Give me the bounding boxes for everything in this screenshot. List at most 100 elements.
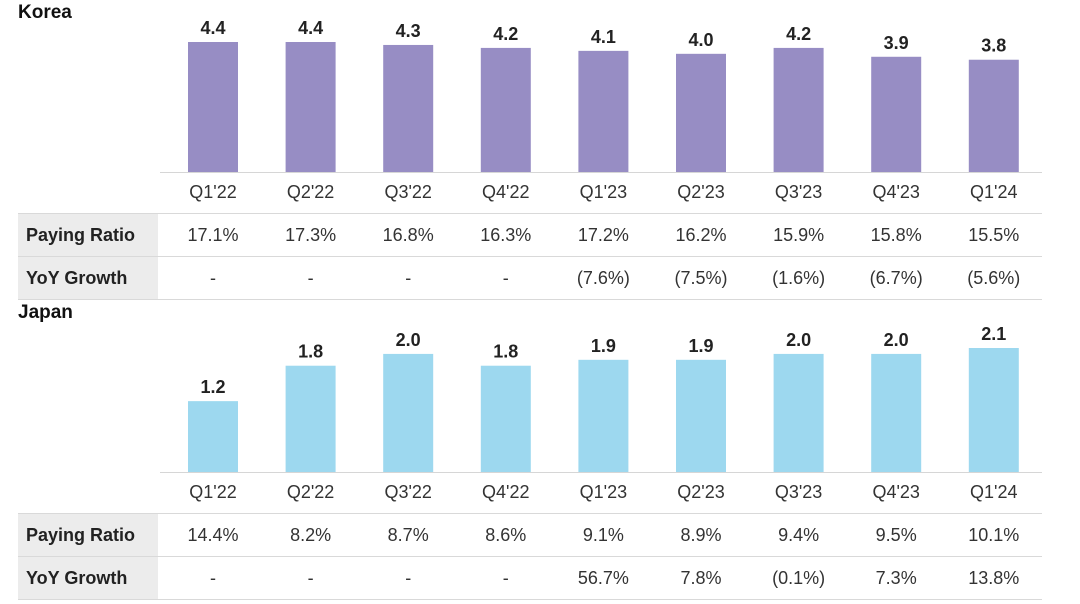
japan-bar-chart: 1.2 Q1'22 1.8 Q2'22 2.0 Q3'22 1.8 Q4'22 1.9 Q1'23… <box>160 324 1042 502</box>
bar-Q1'23 <box>578 359 629 472</box>
korea-bar-chart: 4.4 Q1'22 4.4 Q2'22 4.3 Q3'22 4.2 Q4'22 4.1 Q1'23… <box>160 18 1042 202</box>
table-cell: 17.3% <box>285 224 337 245</box>
row-label: Paying Ratio <box>18 214 158 256</box>
table-cell: - <box>210 267 216 288</box>
data-label: 4.2 <box>786 24 811 44</box>
x-tick-label: Q1'22 <box>189 482 236 502</box>
bar-Q4'23 <box>871 56 922 172</box>
x-tick-label: Q2'22 <box>287 482 334 502</box>
bar-Q2'22 <box>285 365 336 472</box>
table-cell: (5.6%) <box>967 267 1021 288</box>
bar-Q3'23 <box>773 47 824 173</box>
table-cell: 8.7% <box>387 524 429 545</box>
x-tick-label: Q2'22 <box>287 182 334 202</box>
x-tick-label: Q1'23 <box>580 482 627 502</box>
table-cell: 9.5% <box>875 524 917 545</box>
table-cell: - <box>405 567 412 588</box>
data-label: 2.0 <box>884 330 909 350</box>
data-label: 4.0 <box>688 30 713 50</box>
table-cell: 8.2% <box>290 524 332 545</box>
x-tick-label: Q1'22 <box>189 182 236 202</box>
table-cell: 56.7% <box>577 567 629 588</box>
table-cell: (0.1%) <box>772 567 826 588</box>
bar-Q2'22 <box>285 42 336 172</box>
data-label: 2.0 <box>396 330 421 350</box>
korea-yoy-growth-row: YoY Growth - - - - (7.6%) (7.5%) (1.6%) (6.7%) (… <box>18 256 1042 300</box>
data-label: 1.8 <box>493 342 518 362</box>
row-label: YoY Growth <box>18 557 158 599</box>
data-label: 4.1 <box>591 27 616 47</box>
table-cell: (7.5%) <box>674 267 728 288</box>
table-cell: 8.9% <box>680 524 722 545</box>
data-label: 1.8 <box>298 342 323 362</box>
table-cell: (7.6%) <box>576 267 630 288</box>
row-label: Paying Ratio <box>18 514 158 556</box>
bar-Q4'22 <box>480 365 531 472</box>
x-tick-label: Q3'22 <box>384 182 431 202</box>
x-tick-label: Q1'24 <box>970 182 1017 202</box>
table-cell: 15.9% <box>773 224 825 245</box>
x-tick-label: Q1'24 <box>970 482 1017 502</box>
table-cell: 17.2% <box>577 224 629 245</box>
table-cell: - <box>307 267 314 288</box>
x-tick-label: Q3'22 <box>384 482 431 502</box>
data-label: 4.4 <box>298 18 323 38</box>
korea-panel: Korea 4.4 Q1'22 4.4 Q2'22 4.3 Q3'22 4.2 Q4'22 4.… <box>0 0 1080 300</box>
table-cell: - <box>502 267 509 288</box>
table-cell: (6.7%) <box>869 267 923 288</box>
data-label: 1.2 <box>200 377 225 397</box>
bar-Q2'23 <box>676 53 726 173</box>
data-label: 4.2 <box>493 24 518 44</box>
x-tick-label: Q1'23 <box>580 182 627 202</box>
bar-Q2'23 <box>676 359 726 472</box>
table-cell: (1.6%) <box>772 267 826 288</box>
table-cell: - <box>502 567 509 588</box>
x-tick-label: Q3'23 <box>775 482 822 502</box>
x-tick-label: Q4'22 <box>482 482 529 502</box>
bar-Q3'22 <box>383 44 434 172</box>
japan-paying-ratio-row: Paying Ratio 14.4% 8.2% 8.7% 8.6% 9.1% 8.9% 9.… <box>18 513 1042 556</box>
table-cell: 17.1% <box>187 224 239 245</box>
x-tick-label: Q2'23 <box>677 482 724 502</box>
data-label: 4.3 <box>396 21 421 41</box>
bar-Q3'22 <box>383 353 434 472</box>
table-cell: 8.6% <box>485 524 527 545</box>
bar-Q1'22 <box>188 401 238 472</box>
korea-title: Korea <box>18 2 72 23</box>
table-cell: - <box>210 567 216 588</box>
data-label: 3.8 <box>981 36 1006 56</box>
table-cell: 10.1% <box>968 524 1020 545</box>
japan-title: Japan <box>18 302 73 323</box>
x-tick-label: Q4'23 <box>872 482 919 502</box>
data-label: 2.1 <box>981 324 1006 344</box>
data-label: 3.9 <box>884 33 909 53</box>
x-tick-label: Q4'22 <box>482 182 529 202</box>
table-cell: 16.3% <box>480 224 532 245</box>
table-cell: 16.2% <box>675 224 727 245</box>
table-cell: 9.1% <box>582 524 624 545</box>
table-cell: 7.3% <box>875 567 917 588</box>
row-label: YoY Growth <box>18 257 158 299</box>
bar-Q4'22 <box>480 47 531 173</box>
bar-Q1'24 <box>968 59 1019 172</box>
x-tick-label: Q3'23 <box>775 182 822 202</box>
table-cell: - <box>405 267 412 288</box>
x-tick-label: Q2'23 <box>677 182 724 202</box>
table-cell: 7.8% <box>680 567 722 588</box>
bar-Q3'23 <box>773 353 824 472</box>
data-label: 2.0 <box>786 330 811 350</box>
bar-Q4'23 <box>871 353 922 472</box>
japan-yoy-growth-row: YoY Growth - - - - 56.7% 7.8% (0.1%) 7.3% 13.8% <box>18 556 1042 600</box>
table-cell: 13.8% <box>968 567 1020 588</box>
bar-Q1'22 <box>188 42 238 172</box>
table-cell: 15.5% <box>968 224 1020 245</box>
bar-Q1'23 <box>578 50 629 173</box>
table-cell: - <box>307 567 314 588</box>
data-label: 4.4 <box>200 18 225 38</box>
korea-paying-ratio-row: Paying Ratio 17.1% 17.3% 16.8% 16.3% 17.2% 16… <box>18 213 1042 256</box>
x-tick-label: Q4'23 <box>872 182 919 202</box>
table-cell: 14.4% <box>187 524 239 545</box>
bar-Q1'24 <box>968 348 1019 472</box>
table-cell: 15.8% <box>870 224 922 245</box>
table-cell: 16.8% <box>382 224 434 245</box>
